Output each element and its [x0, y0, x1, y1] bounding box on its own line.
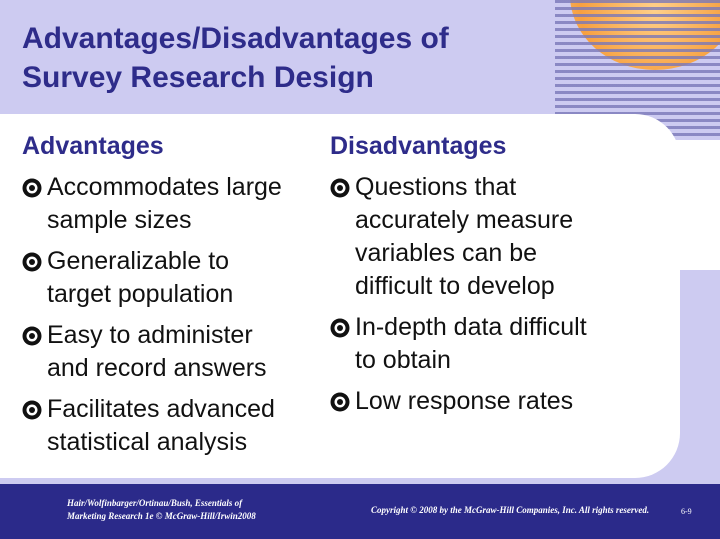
footer-copyright: Copyright © 2008 by the McGraw-Hill Comp…: [371, 505, 650, 515]
bullet: [22, 400, 42, 420]
footer-credit: Hair/Wolfinbarger/Ortinau/Bush, Essentia…: [67, 498, 243, 508]
bullet-icon: [22, 326, 42, 346]
bullet: [22, 326, 42, 346]
title: Advantages/Disadvantages of: [22, 22, 449, 55]
content-panel-edge: [560, 140, 720, 270]
bullet: [330, 318, 350, 338]
bullet: [22, 252, 42, 272]
bullet-text: Facilitates advanced: [47, 395, 275, 423]
bullet-icon: [330, 318, 350, 338]
bullet-text: Easy to administer: [47, 321, 253, 349]
bullet: [22, 178, 42, 198]
footer-credit: Marketing Research 1e © McGraw-Hill/Irwi…: [67, 511, 256, 521]
bullet-icon: [330, 392, 350, 412]
bullet-text: Generalizable to: [47, 247, 230, 275]
bullet-text: statistical analysis: [47, 428, 248, 456]
bullet-text: In-depth data difficult: [355, 313, 587, 341]
bullet-text: and record answers: [47, 354, 267, 382]
title: Survey Research Design: [22, 61, 374, 94]
footer-bar: [0, 484, 720, 539]
bullet-icon: [22, 400, 42, 420]
bullet: [330, 178, 350, 198]
bullet-icon: [22, 252, 42, 272]
bullet-text: difficult to develop: [355, 272, 555, 300]
column-heading: Disadvantages: [330, 132, 507, 160]
bullet-text: sample sizes: [47, 206, 192, 234]
bullet-text: to obtain: [355, 346, 451, 374]
page-number: 6-9: [681, 507, 692, 516]
bullet: [330, 392, 350, 412]
bullet-text: target population: [47, 280, 234, 308]
bullet-text: Questions that: [355, 173, 517, 201]
bullet-text: accurately measure: [355, 206, 574, 234]
bullet-icon: [330, 178, 350, 198]
bullet-icon: [22, 178, 42, 198]
bullet-text: variables can be: [355, 239, 538, 267]
bullet-text: Low response rates: [355, 387, 574, 415]
bullet-text: Accommodates large: [47, 173, 282, 201]
column-heading: Advantages: [22, 132, 164, 160]
